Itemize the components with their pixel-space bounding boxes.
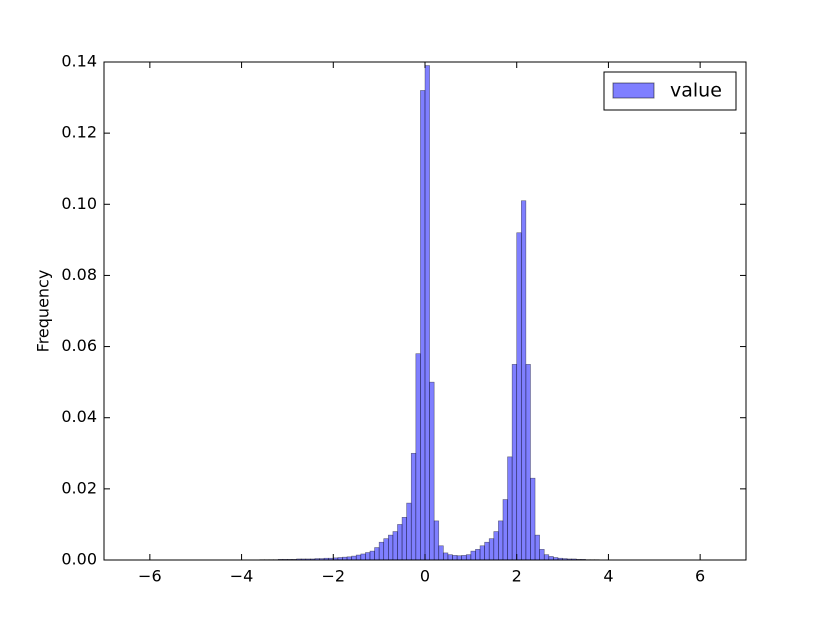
x-tick-label: −6: [138, 567, 162, 586]
x-tick-label: 2: [512, 567, 522, 586]
bar: [447, 554, 453, 561]
bar: [351, 555, 357, 561]
y-axis-label: Frequency: [34, 270, 53, 353]
bar: [548, 556, 554, 561]
bar: [475, 549, 481, 561]
bar: [488, 538, 495, 561]
x-tick-label: −4: [230, 567, 254, 586]
bar: [415, 353, 421, 561]
bar: [355, 554, 362, 561]
bar: [461, 555, 467, 561]
bar: [452, 555, 458, 561]
bar: [470, 550, 476, 561]
legend-swatch: [612, 82, 655, 99]
y-tick-label: 0.04: [61, 407, 97, 426]
bar: [406, 502, 412, 561]
bar: [543, 554, 550, 561]
bar: [365, 552, 371, 561]
bar: [525, 364, 531, 561]
bar: [516, 232, 522, 561]
bar: [433, 520, 440, 561]
y-tick-label: 0.10: [61, 194, 97, 213]
bar: [438, 545, 444, 561]
bar: [424, 65, 430, 561]
x-tick-label: 0: [420, 567, 430, 586]
bar: [383, 538, 389, 561]
bar: [530, 477, 536, 561]
x-tick-label: 4: [603, 567, 613, 586]
y-tick-label: 0.12: [61, 123, 97, 142]
y-tick-label: 0.14: [61, 52, 97, 71]
bar: [493, 531, 499, 561]
bar: [360, 553, 366, 561]
x-tick-label: 6: [695, 567, 705, 586]
y-tick-label: 0.02: [61, 478, 97, 497]
bar: [401, 517, 407, 561]
bar: [498, 520, 504, 561]
bar: [410, 452, 417, 561]
bar: [539, 549, 545, 561]
bar: [374, 547, 380, 561]
bar: [502, 499, 508, 561]
bar: [534, 534, 540, 561]
bar: [420, 90, 426, 561]
bar: [392, 531, 398, 561]
bar: [429, 381, 435, 561]
y-tick-label: 0.06: [61, 336, 97, 355]
bar: [484, 541, 490, 561]
bar: [388, 534, 394, 561]
bar: [369, 550, 375, 561]
bar: [443, 552, 449, 561]
y-tick-label: 0.08: [61, 265, 97, 284]
bar: [507, 456, 513, 561]
bar: [520, 200, 527, 561]
bar: [378, 541, 385, 561]
bar: [456, 555, 462, 561]
legend-label: value: [670, 80, 722, 102]
x-tick-label: −2: [321, 567, 345, 586]
y-tick-label: 0.00: [61, 550, 97, 569]
bar: [511, 364, 518, 561]
bar: [397, 524, 403, 561]
bar: [479, 545, 485, 561]
bar: [465, 554, 472, 561]
